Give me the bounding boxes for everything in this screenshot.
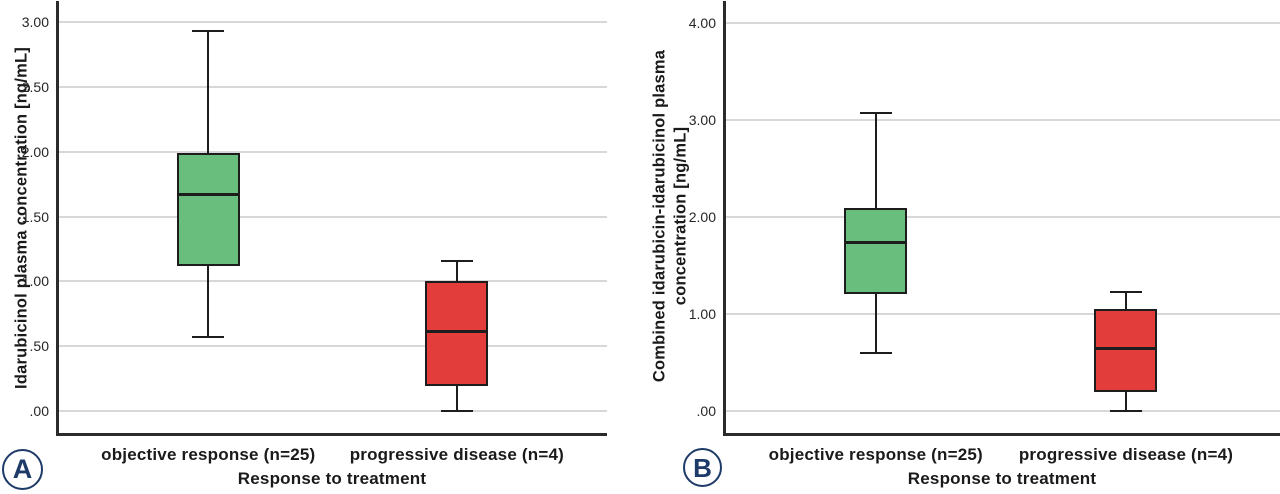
boxplot-box-progressive-disease	[425, 281, 489, 387]
y-tick-label: 3.00	[688, 112, 716, 129]
whisker-upper-line	[874, 113, 877, 209]
panel-letter-badge-a: A	[2, 449, 43, 490]
plot-area-b: Response to treatment .00 1.00 2.00 3.00 4.0…	[689, 1, 1280, 488]
x-axis-title-b: Response to treatment	[907, 469, 1097, 488]
y-tick-label: 4.00	[688, 15, 716, 32]
y-axis-line	[723, 1, 726, 434]
gridline	[57, 280, 607, 283]
y-tick-label: 3.00	[21, 14, 49, 31]
gridline	[57, 86, 607, 89]
y-tick-label: 1.50	[21, 208, 49, 225]
whisker-upper-line	[1124, 291, 1127, 310]
gridline	[57, 215, 607, 218]
whisker-lower-cap	[1109, 409, 1142, 412]
x-axis-title-a: Response to treatment	[237, 469, 427, 488]
gridline	[57, 344, 607, 347]
whisker-upper-cap	[1109, 290, 1142, 293]
whisker-lower-line	[874, 293, 877, 353]
boxplot-box-objective-response	[176, 153, 240, 266]
gridline	[724, 22, 1280, 25]
median-line	[176, 193, 240, 197]
y-tick-label: 1.00	[21, 273, 49, 290]
gridline	[57, 150, 607, 153]
panel-letter-badge-b: B	[683, 448, 722, 487]
plot-area-a: Response to treatment .00 .50 1.00 1.50 2.00…	[22, 1, 607, 488]
y-tick-label: 2.00	[688, 209, 716, 226]
whisker-lower-cap	[859, 351, 892, 354]
whisker-upper-cap	[859, 112, 892, 115]
whisker-lower-cap	[192, 335, 225, 338]
whisker-upper-cap	[440, 259, 473, 262]
median-line	[844, 240, 908, 244]
x-category-label: progressive disease (n=4)	[1018, 445, 1234, 464]
median-line	[425, 330, 489, 334]
median-line	[1094, 347, 1158, 351]
x-axis-line	[723, 433, 1280, 436]
gridline	[724, 119, 1280, 122]
y-tick-label: 1.00	[688, 305, 716, 322]
gridline	[724, 216, 1280, 219]
y-tick-label: .00	[29, 402, 49, 419]
whisker-upper-line	[207, 31, 210, 154]
whisker-lower-line	[207, 265, 210, 337]
x-category-label: objective response (n=25)	[101, 445, 316, 464]
figure-panel-a: Idarubicinol plasma concentration [ng/mL…	[2, 1, 607, 490]
y-tick-label: 2.50	[21, 79, 49, 96]
gridline	[724, 409, 1280, 412]
whisker-upper-cap	[192, 30, 225, 33]
y-tick-label: .50	[29, 337, 49, 354]
figure-panel-b: Combined idarubicin-idarubicinol plasma …	[640, 0, 1280, 494]
x-category-label: progressive disease (n=4)	[349, 445, 564, 464]
gridline	[724, 312, 1280, 315]
boxplot-box-objective-response	[844, 208, 908, 294]
y-tick-label: .00	[696, 402, 716, 419]
y-axis-title-b-line1: Combined idarubicin-idarubicinol plasma	[650, 49, 669, 383]
whisker-lower-line	[1124, 392, 1127, 411]
whisker-upper-line	[455, 260, 458, 282]
gridline	[57, 409, 607, 412]
boxplot-box-progressive-disease	[1094, 309, 1158, 393]
y-axis-line	[56, 1, 59, 434]
gridline	[57, 21, 607, 24]
x-axis-line	[56, 433, 607, 436]
x-category-label: objective response (n=25)	[768, 445, 983, 464]
y-axis-title-b: Combined idarubicin-idarubicinol plasma …	[650, 50, 693, 382]
y-tick-label: 2.00	[21, 143, 49, 160]
whisker-lower-cap	[440, 409, 473, 412]
whisker-lower-line	[455, 386, 458, 411]
